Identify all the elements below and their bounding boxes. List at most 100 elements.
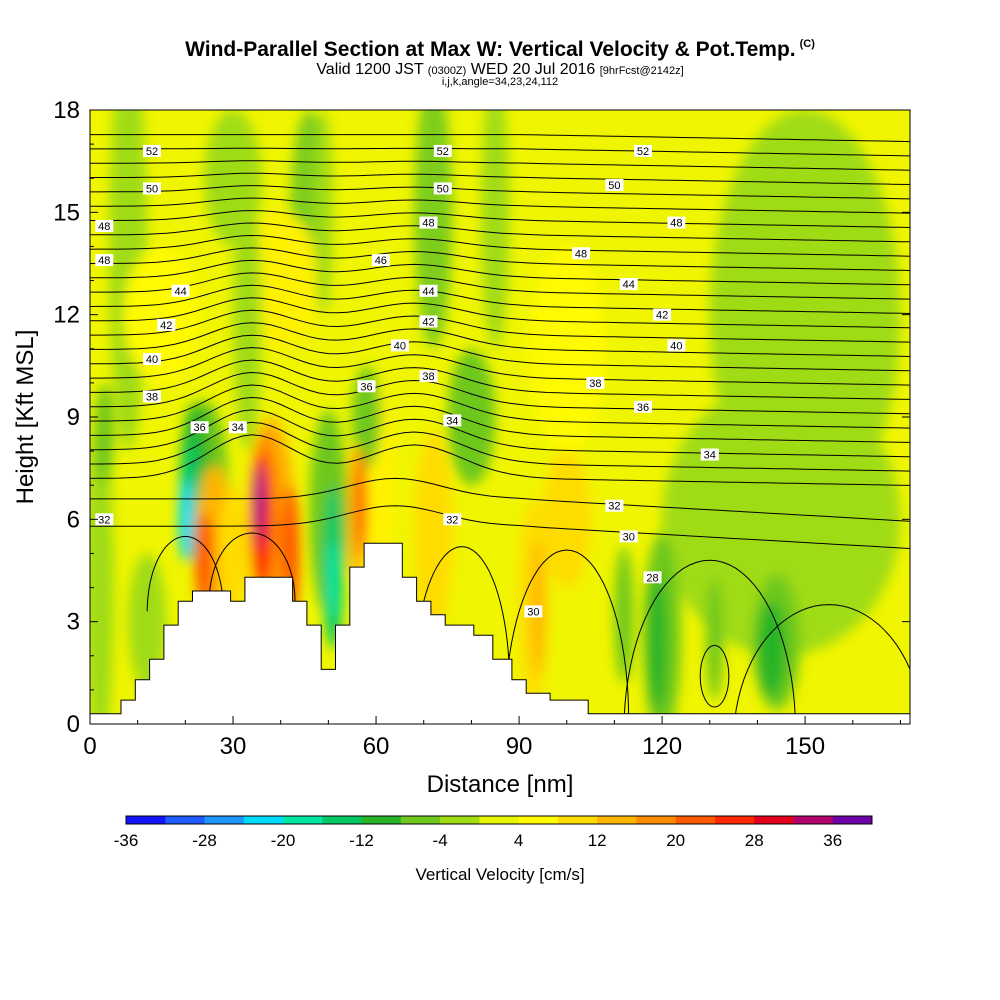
theta-label-box — [142, 353, 161, 366]
velocity-cell — [128, 553, 167, 690]
theta-label: 40 — [142, 353, 161, 366]
theta-contour-line — [90, 222, 910, 243]
copyright-mark: (C) — [799, 38, 815, 50]
theta-contour-line — [90, 259, 910, 286]
theta-label-text: 32 — [98, 514, 110, 526]
colorbar-tick-label: -12 — [349, 831, 374, 850]
title-text: Wind-Parallel Section at Max W: Vertical… — [185, 38, 796, 61]
theta-label-text: 38 — [589, 378, 601, 390]
theta-contour-line — [90, 322, 910, 357]
terrain-mask — [90, 542, 910, 724]
colorbar-swatch — [165, 816, 206, 824]
theta-label: 34 — [700, 448, 719, 462]
theta-contour-line — [90, 347, 910, 386]
theta-label-text: 32 — [446, 514, 458, 526]
theta-label: 44 — [619, 277, 638, 291]
theta-label-box — [643, 571, 662, 584]
velocity-cell — [178, 478, 193, 561]
theta-label: 50 — [605, 179, 624, 192]
theta-contour-line — [146, 535, 224, 612]
theta-contour-line — [90, 409, 910, 458]
theta-contour-line — [699, 645, 730, 708]
theta-label-box — [653, 308, 672, 321]
theta-label-text: 38 — [422, 371, 434, 383]
colorbar-tick-label: -4 — [433, 831, 448, 850]
velocity-cell — [447, 348, 496, 486]
colorbar: -36 -28 -20 -12 -4 4 12 20 28 36 — [114, 815, 873, 850]
theta-label-text: 34 — [446, 415, 458, 427]
theta-label-box — [371, 254, 390, 267]
theta-label-text: 36 — [360, 381, 372, 393]
theta-label-text: 42 — [422, 316, 434, 328]
y-tick-label: 3 — [67, 609, 80, 636]
theta-label-box — [357, 380, 376, 393]
y-tick-label: 0 — [67, 711, 80, 738]
theta-label-box — [619, 530, 638, 543]
theta-label-box — [634, 400, 653, 413]
x-tick-label: 120 — [642, 733, 682, 760]
velocity-cell — [647, 573, 667, 711]
theta-label-text: 46 — [375, 255, 387, 267]
theta-label-box — [142, 390, 161, 403]
theta-label-box — [634, 144, 653, 157]
velocity-cell — [757, 601, 787, 697]
theta-label-box — [433, 182, 452, 195]
theta-label-text: 42 — [656, 310, 668, 322]
theta-label-text: 30 — [623, 531, 635, 543]
colorbar-label: Vertical Velocity [cm/s] — [415, 865, 584, 884]
colorbar-tick-label: 36 — [823, 831, 842, 850]
theta-label-box — [443, 414, 462, 427]
theta-label: 38 — [419, 370, 438, 383]
theta-contour-line — [90, 309, 910, 343]
colorbar-swatch — [400, 816, 441, 824]
colorbar-swatch — [675, 816, 716, 824]
colorbar-tick-label: -36 — [114, 831, 139, 850]
theta-label-text: 40 — [670, 340, 682, 352]
velocity-cell — [94, 382, 114, 486]
colorbar-tick-label: 20 — [666, 831, 685, 850]
theta-label-text: 48 — [670, 218, 682, 230]
theta-label-text: 50 — [146, 183, 158, 195]
chart-title: Wind-Parallel Section at Max W: Vertical… — [0, 38, 1000, 62]
velocity-cell — [194, 512, 214, 609]
theta-label: 32 — [605, 499, 624, 513]
theta-label-box — [667, 216, 686, 229]
theta-label: 42 — [419, 315, 438, 328]
theta-label: 30 — [619, 530, 638, 543]
velocity-cell — [90, 417, 114, 724]
theta-label: 48 — [572, 247, 591, 260]
theta-label-text: 40 — [146, 354, 158, 366]
velocity-cell — [542, 451, 591, 588]
x-tick-label: 0 — [83, 733, 96, 760]
theta-label-text: 52 — [637, 146, 649, 158]
theta-contour-line — [90, 334, 910, 372]
theta-contour-line — [90, 185, 910, 200]
x-tick-label: 30 — [220, 733, 247, 760]
colorbar-swatch — [518, 816, 559, 824]
theta-label: 30 — [524, 605, 543, 618]
colorbar-frame — [125, 815, 873, 825]
theta-label-text: 48 — [575, 248, 587, 260]
theta-label: 36 — [357, 380, 376, 393]
colorbar-tick-label: -28 — [192, 831, 217, 850]
theta-label-box — [419, 284, 438, 297]
valid-prefix: Valid 1200 JST — [316, 61, 424, 78]
forecast-date: WED 20 Jul 2016 — [470, 61, 596, 78]
theta-label-box — [95, 219, 114, 232]
colorbar-swatch — [283, 816, 323, 824]
theta-label-box — [419, 315, 438, 328]
theta-label-box — [419, 216, 438, 229]
theta-label-box — [142, 144, 161, 157]
theta-label-box — [228, 421, 247, 434]
theta-label: 52 — [634, 144, 653, 158]
theta-label-box — [443, 513, 462, 526]
theta-contour-line — [90, 210, 910, 228]
x-axis-label: Distance [nm] — [427, 771, 574, 798]
theta-contour-line — [90, 247, 910, 271]
theta-label-box — [142, 182, 161, 195]
velocity-cell — [705, 577, 724, 701]
theta-label: 50 — [142, 182, 161, 195]
theta-label: 48 — [419, 216, 438, 230]
theta-label-text: 32 — [608, 501, 620, 513]
theta-label-box — [433, 144, 452, 157]
